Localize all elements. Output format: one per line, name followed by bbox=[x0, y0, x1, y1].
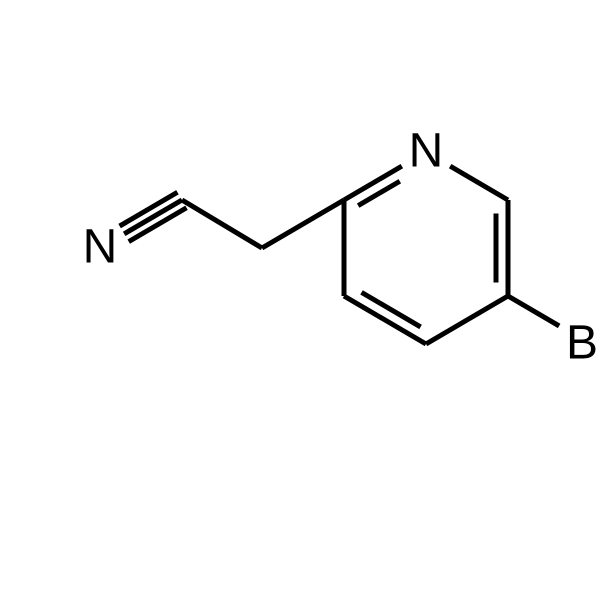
bond-C2-C3 bbox=[182, 200, 262, 248]
bond-C7-C8 bbox=[426, 296, 508, 344]
atom-label-N1: N bbox=[83, 221, 118, 274]
bond-C4-N_py-inner bbox=[358, 181, 400, 205]
bonds-layer bbox=[120, 166, 560, 344]
atoms-layer: N N Br bbox=[83, 125, 600, 370]
atom-label-N_py: N bbox=[409, 125, 444, 178]
molecule-diagram: N N Br bbox=[0, 0, 600, 600]
bond-C3-C4 bbox=[262, 200, 344, 248]
bond-C7-Br bbox=[508, 296, 559, 326]
bond-N_py-C6 bbox=[450, 166, 508, 200]
atom-label-Br: Br bbox=[566, 317, 600, 370]
